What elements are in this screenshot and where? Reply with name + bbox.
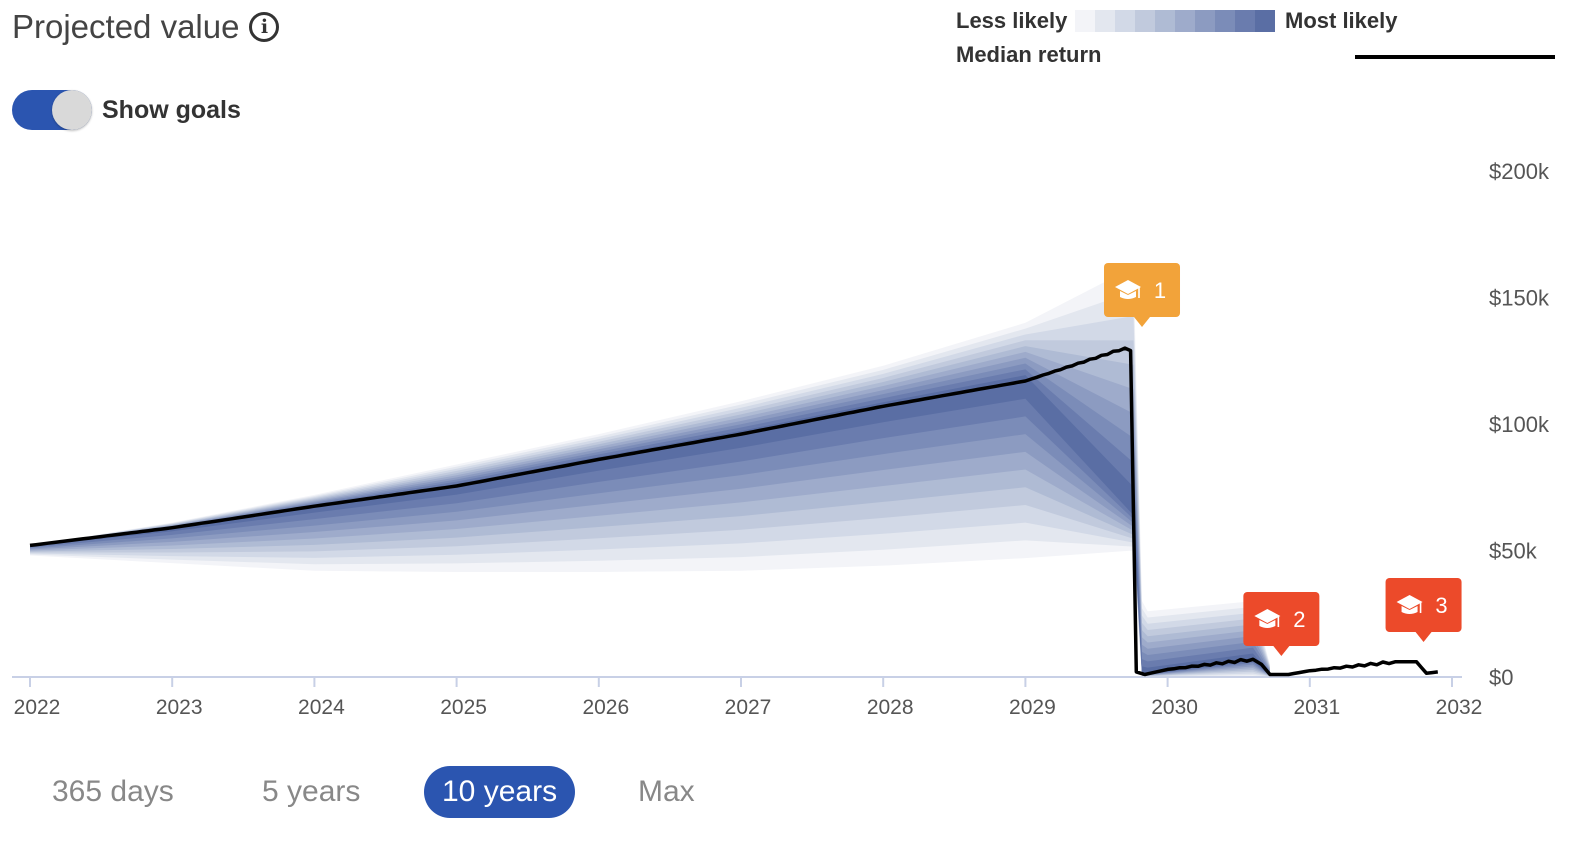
range-tab-10-years[interactable]: 10 years bbox=[424, 766, 576, 818]
legend-median-line bbox=[1355, 55, 1555, 59]
median-return-line bbox=[29, 346, 1439, 677]
goal-marker-1[interactable]: 1 bbox=[1104, 263, 1181, 327]
legend-most-likely: Most likely bbox=[1285, 8, 1398, 33]
legend-ramp-step-6 bbox=[1195, 10, 1215, 32]
likelihood-band-8 bbox=[30, 369, 1270, 675]
graduation-cap-icon bbox=[1396, 595, 1423, 614]
toggle-knob[interactable] bbox=[52, 90, 92, 130]
goal-marker-2[interactable]: 2 bbox=[1243, 592, 1320, 656]
graduation-cap-icon bbox=[1254, 609, 1281, 628]
show-goals-toggle-row[interactable]: Show goals bbox=[12, 90, 241, 130]
legend-less-likely: Less likely bbox=[956, 8, 1068, 33]
x-tick-label: 2028 bbox=[867, 696, 914, 719]
range-tab-365-days[interactable]: 365 days bbox=[52, 775, 174, 808]
y-tick-label: $0 bbox=[1489, 665, 1513, 690]
range-tab-max[interactable]: Max bbox=[638, 775, 695, 808]
y-tick-label: $200k bbox=[1489, 159, 1550, 184]
legend-ramp-step-2 bbox=[1115, 10, 1135, 32]
legend-ramp-step-7 bbox=[1215, 10, 1235, 32]
goal-marker-label: 3 bbox=[1435, 593, 1447, 618]
range-tab-5-years[interactable]: 5 years bbox=[262, 775, 361, 808]
x-axis-ticks: 2022 2023 2024 2025 2026 2027 2028 2029 2030 2031… bbox=[14, 677, 1483, 719]
goal-marker-pointer bbox=[1134, 317, 1151, 327]
x-tick-label: 2026 bbox=[582, 696, 629, 719]
page-title: Projected value bbox=[12, 8, 240, 45]
legend-ramp-step-9 bbox=[1255, 10, 1275, 32]
legend-ramp-step-5 bbox=[1175, 10, 1195, 32]
info-circle-icon[interactable]: i bbox=[249, 12, 280, 42]
legend-ramp-step-3 bbox=[1135, 10, 1155, 32]
y-axis-ticks: $0 $50k $100k $150k $200k bbox=[1489, 159, 1550, 690]
x-tick-label: 2032 bbox=[1436, 696, 1483, 719]
goal-marker-box[interactable] bbox=[1243, 592, 1320, 646]
goal-marker-pointer bbox=[1415, 632, 1432, 642]
goal-marker-label: 2 bbox=[1293, 607, 1305, 632]
y-tick-label: $50k bbox=[1489, 539, 1538, 564]
show-goals-label: Show goals bbox=[102, 95, 241, 124]
x-tick-label: 2024 bbox=[298, 696, 345, 719]
goal-marker-3[interactable]: 3 bbox=[1385, 578, 1462, 642]
goal-marker-label: 1 bbox=[1154, 278, 1166, 303]
x-tick-label: 2027 bbox=[725, 696, 772, 719]
legend-ramp-step-4 bbox=[1155, 10, 1175, 32]
likelihood-band-7 bbox=[30, 363, 1270, 676]
x-tick-label: 2030 bbox=[1151, 696, 1198, 719]
goal-marker-box[interactable] bbox=[1385, 578, 1462, 632]
likelihood-bands bbox=[30, 267, 1270, 677]
y-tick-label: $150k bbox=[1489, 286, 1550, 311]
projection-chart: 2022 2023 2024 2025 2026 2027 2028 2029 2030 2031… bbox=[12, 159, 1550, 719]
time-range-tabs: 365 days 5 years 10 years Max bbox=[0, 766, 800, 820]
chart-header: Projected value i bbox=[12, 8, 280, 46]
goal-marker-pointer bbox=[1273, 646, 1290, 656]
x-tick-label: 2022 bbox=[14, 696, 61, 719]
goal-marker-box[interactable] bbox=[1104, 263, 1181, 317]
x-tick-label: 2023 bbox=[156, 696, 203, 719]
show-goals-toggle[interactable] bbox=[12, 90, 92, 130]
goal-markers: 1 2 3 bbox=[1104, 263, 1462, 656]
legend-ramp-step-8 bbox=[1235, 10, 1255, 32]
legend-median-return: Median return bbox=[956, 42, 1102, 67]
graduation-cap-icon bbox=[1115, 280, 1142, 299]
x-tick-label: 2029 bbox=[1009, 696, 1056, 719]
legend-ramp-step-0 bbox=[1075, 10, 1095, 32]
legend-ramp-step-1 bbox=[1095, 10, 1115, 32]
y-tick-label: $100k bbox=[1489, 412, 1550, 437]
x-tick-label: 2025 bbox=[440, 696, 487, 719]
legend-likelihood-ramp bbox=[1075, 10, 1275, 32]
x-tick-label: 2031 bbox=[1293, 696, 1340, 719]
